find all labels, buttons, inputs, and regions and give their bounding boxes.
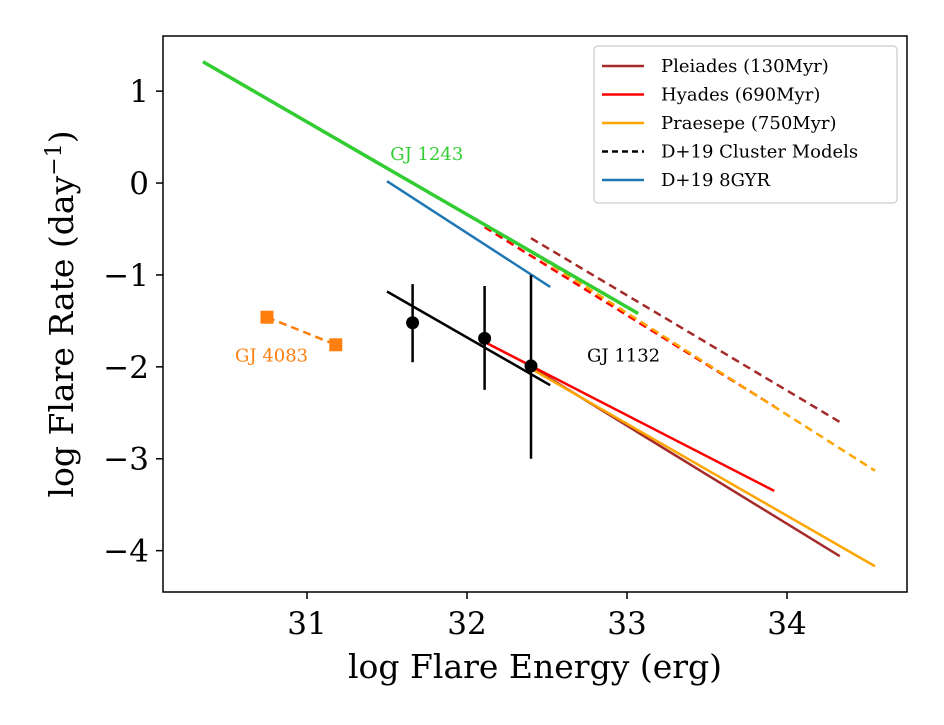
y-axis-title-close: ) <box>42 130 81 143</box>
series-line <box>202 60 640 316</box>
x-tick-label: 34 <box>767 606 806 642</box>
x-axis-title: log Flare Energy (erg) <box>348 647 722 686</box>
data-point-square <box>329 338 343 352</box>
x-tick-label: 33 <box>607 606 646 642</box>
y-tick-label: 1 <box>129 74 149 110</box>
y-tick-label: −4 <box>103 534 149 570</box>
legend: Pleiades (130Myr) Hyades (690Myr) Praesepe… <box>593 45 898 204</box>
series-line <box>530 250 876 472</box>
x-tick-label: 32 <box>447 606 486 642</box>
y-axis-title: log Flare Rate (day−1) <box>42 130 81 497</box>
legend-label: Hyades (690Myr) <box>661 85 820 106</box>
legend-entries: Pleiades (130Myr) Hyades (690Myr) Praesepe… <box>602 56 858 191</box>
legend-label: D+19 Cluster Models <box>661 142 858 163</box>
data-point-circle <box>478 331 492 345</box>
annotation-label: GJ 1243 <box>390 144 463 165</box>
axis-ticks: 31 32 33 34 1 0 −1 −2 −3 −4 <box>103 74 806 642</box>
series-line <box>530 237 841 424</box>
data-point-circle <box>406 316 420 330</box>
y-axis-title-main: log Flare Rate (day <box>42 175 81 497</box>
y-axis-title-sup: −1 <box>42 143 67 175</box>
y-tick-label: 0 <box>129 166 149 202</box>
legend-label: Pleiades (130Myr) <box>661 56 829 77</box>
series-line <box>266 316 337 346</box>
legend-label: D+19 8GYR <box>661 170 771 191</box>
x-tick-label: 31 <box>287 606 326 642</box>
y-tick-label: −1 <box>103 258 149 294</box>
data-point-circle <box>524 359 538 373</box>
series-layer <box>202 60 876 568</box>
y-tick-label: −3 <box>103 442 149 478</box>
annotation-label: GJ 4083 <box>235 345 308 366</box>
legend-box <box>593 45 898 204</box>
data-point-square <box>260 310 274 324</box>
y-tick-label: −2 <box>103 350 149 386</box>
series-line <box>386 290 551 387</box>
series-line <box>386 180 551 288</box>
series-line <box>530 367 876 568</box>
annotations: GJ 1243 GJ 4083 GJ 1132 <box>235 144 660 366</box>
points-layer <box>260 274 538 459</box>
plot-frame <box>162 35 908 593</box>
legend-label: Praesepe (750Myr) <box>661 113 837 134</box>
series-line <box>483 226 775 408</box>
annotation-label: GJ 1132 <box>587 345 660 366</box>
